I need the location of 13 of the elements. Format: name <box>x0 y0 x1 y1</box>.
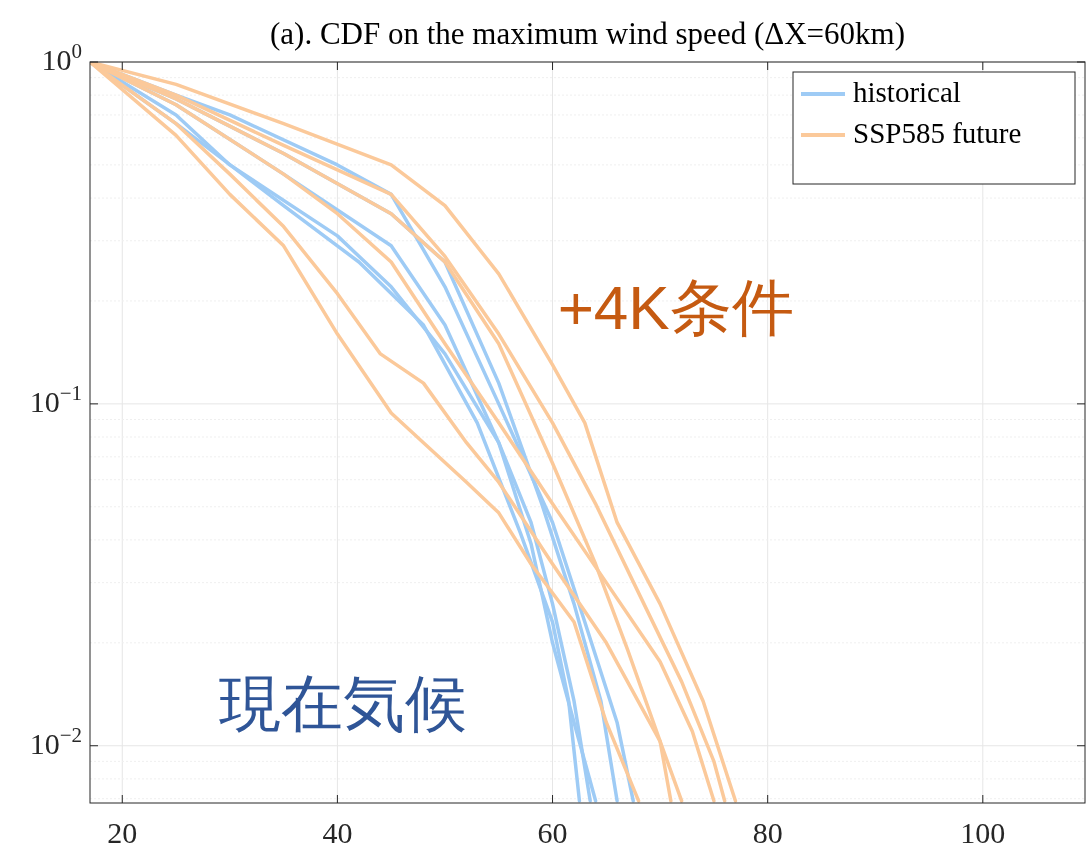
annotation: +4K条件 <box>557 272 794 342</box>
annotation: 現在気候 <box>219 669 468 739</box>
y-tick-label: 10$^{−2}$ <box>29 722 82 760</box>
chart-title: (a). CDF on the maximum wind speed (ΔX=60km) <box>270 16 905 51</box>
legend-label: historical <box>853 76 961 108</box>
x-tick-label: 40 <box>322 816 353 849</box>
x-tick-label: 60 <box>537 816 568 849</box>
y-tick-label: 10$^{0}$ <box>41 39 82 76</box>
x-tick-label: 80 <box>752 816 783 849</box>
legend-label: SSP585 future <box>853 117 1022 149</box>
x-tick-label: 100 <box>960 816 1006 849</box>
x-tick-label: 20 <box>107 816 138 849</box>
y-tick-label: 10$^{−1}$ <box>29 380 82 418</box>
